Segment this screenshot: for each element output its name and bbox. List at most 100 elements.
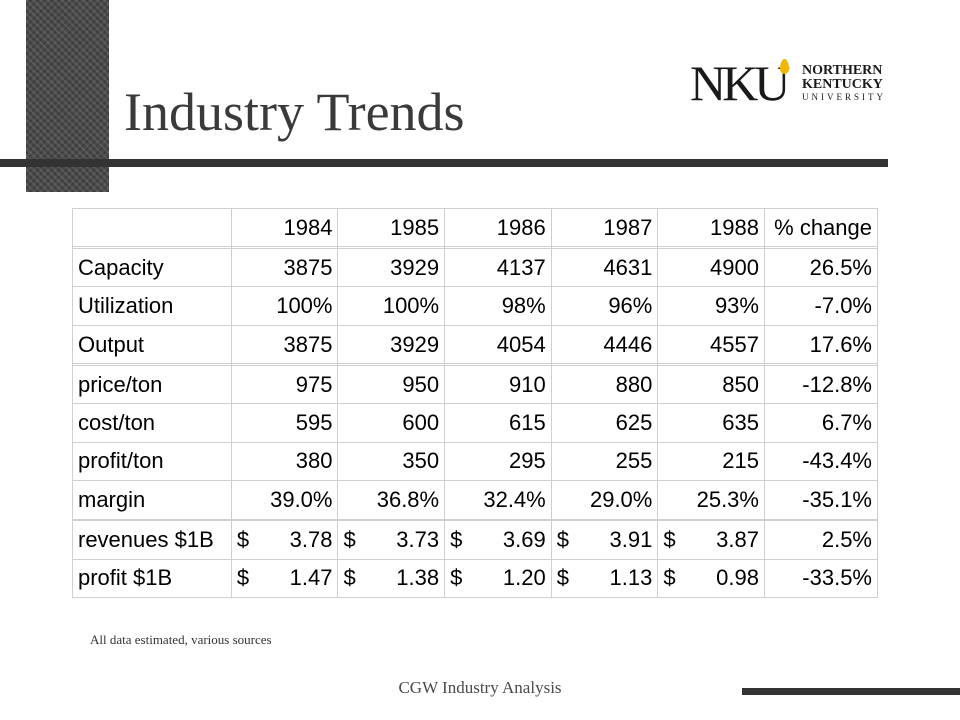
- value-cell: 215: [657, 441, 765, 482]
- currency-amount: 3.73: [396, 526, 440, 552]
- table-row: revenues $1B $3.78 $3.73 $3.69 $3.91 $3.87 2.5…: [72, 520, 879, 560]
- header-cell: 1987: [550, 207, 659, 248]
- currency-value: $3.87: [663, 526, 759, 552]
- value-cell: 98%: [444, 286, 552, 326]
- currency-amount: 3.91: [609, 526, 653, 552]
- table-row: profit/ton 380 350 295 255 215 -43.4%: [72, 441, 879, 482]
- value-cell: 975: [230, 364, 339, 405]
- currency-symbol: $: [343, 565, 356, 591]
- value-cell: 850: [657, 364, 765, 405]
- title-rule: [0, 159, 888, 167]
- value-cell: 635: [657, 403, 765, 443]
- change-cell: 17.6%: [763, 324, 879, 365]
- currency-value: $3.73: [343, 526, 440, 552]
- currency-symbol: $: [450, 526, 463, 552]
- value-cell: 39.0%: [230, 480, 339, 520]
- currency-value: $0.98: [663, 566, 759, 590]
- currency-symbol: $: [236, 565, 250, 591]
- header-blank-cell: [72, 207, 232, 248]
- value-cell: 25.3%: [657, 480, 765, 520]
- currency-value: $3.78: [237, 526, 333, 552]
- logo-line-1: NORTHERN: [802, 63, 883, 78]
- header-cell: 1985: [337, 207, 446, 248]
- header-cell: 1986: [444, 207, 552, 248]
- value-cell: 4631: [550, 247, 659, 288]
- value-cell: 255: [550, 441, 659, 482]
- value-cell: 36.8%: [337, 480, 446, 520]
- header-cell: 1988: [657, 207, 765, 248]
- value-cell: 3929: [337, 324, 446, 365]
- value-cell: $1.47: [230, 558, 339, 599]
- row-label: profit $1B: [72, 558, 232, 599]
- table-row: Capacity 3875 3929 4137 4631 4900 26.5%: [72, 247, 879, 288]
- value-cell: 950: [337, 364, 446, 405]
- row-label: revenues $1B: [72, 520, 232, 560]
- header-cell: % change: [763, 207, 879, 248]
- value-cell: 3875: [230, 247, 339, 288]
- currency-amount: 0.98: [716, 565, 759, 591]
- table-row: Utilization 100% 100% 98% 96% 93% -7.0%: [72, 286, 879, 326]
- value-cell: 100%: [230, 286, 339, 326]
- value-cell: 29.0%: [550, 480, 659, 520]
- currency-value: $1.13: [557, 566, 653, 590]
- slide-title: Industry Trends: [124, 82, 465, 142]
- change-cell: -35.1%: [763, 480, 879, 520]
- value-cell: 295: [444, 441, 552, 482]
- currency-value: $3.69: [450, 526, 546, 552]
- table-header-row: 1984 1985 1986 1987 1988% change: [72, 207, 879, 248]
- currency-amount: 1.20: [502, 565, 546, 591]
- change-cell: -33.5%: [763, 558, 879, 599]
- currency-amount: 3.87: [716, 526, 759, 552]
- value-cell: 4137: [444, 247, 552, 288]
- row-label: margin: [72, 480, 232, 520]
- table-row: profit $1B $1.47 $1.38 $1.20 $1.13 $0.98 -33.5…: [72, 558, 879, 599]
- currency-symbol: $: [556, 526, 569, 552]
- value-cell: $3.69: [444, 520, 552, 560]
- currency-value: $1.20: [450, 566, 546, 590]
- logo-line-3: UNIVERSITY: [802, 92, 886, 102]
- currency-amount: 3.69: [502, 526, 546, 552]
- change-cell: -7.0%: [763, 286, 879, 326]
- logo-mark: NKU: [690, 55, 790, 111]
- currency-symbol: $: [556, 565, 569, 591]
- value-cell: $3.73: [337, 520, 446, 560]
- value-cell: $3.91: [550, 520, 659, 560]
- value-cell: 93%: [657, 286, 765, 326]
- currency-amount: 1.38: [396, 565, 440, 591]
- slide-footer: CGW Industry Analysis: [398, 678, 562, 697]
- value-cell: 3875: [230, 324, 339, 365]
- footer-rule: [742, 688, 960, 695]
- currency-value: $1.47: [237, 566, 333, 590]
- value-cell: $1.38: [337, 558, 446, 599]
- change-cell: -12.8%: [763, 364, 879, 405]
- value-cell: $3.78: [230, 520, 339, 560]
- row-label: Output: [72, 324, 232, 365]
- value-cell: $1.20: [444, 558, 552, 599]
- currency-symbol: $: [663, 565, 676, 591]
- change-cell: 6.7%: [763, 403, 879, 443]
- currency-value: $3.91: [556, 526, 653, 552]
- currency-symbol: $: [663, 526, 676, 552]
- change-cell: 26.5%: [763, 247, 879, 288]
- currency-amount: 3.78: [289, 526, 333, 552]
- change-cell: 2.5%: [763, 520, 879, 560]
- value-cell: 3929: [337, 247, 446, 288]
- table-row: Output 3875 3929 4054 4446 4557 17.6%: [72, 324, 879, 365]
- value-cell: 380: [230, 441, 339, 482]
- table-row: cost/ton 595 600 615 625 635 6.7%: [72, 403, 879, 443]
- table-row: margin 39.0% 36.8% 32.4% 29.0% 25.3% -35.1%: [72, 480, 879, 520]
- value-cell: 600: [337, 403, 446, 443]
- logo-wordmark: NORTHERN KENTUCKY UNIVERSITY: [802, 64, 886, 103]
- value-cell: 4900: [657, 247, 765, 288]
- value-cell: 615: [444, 403, 552, 443]
- value-cell: 4557: [657, 324, 765, 365]
- table-row: price/ton 975 950 910 880 850 -12.8%: [72, 364, 879, 405]
- nku-logo: NKU NORTHERN KENTUCKY UNIVERSITY: [690, 58, 910, 110]
- value-cell: 100%: [337, 286, 446, 326]
- row-label: profit/ton: [72, 441, 232, 482]
- currency-amount: 1.13: [609, 565, 653, 591]
- value-cell: 4054: [444, 324, 552, 365]
- flame-icon: [780, 59, 789, 74]
- header-cell: 1984: [230, 207, 339, 248]
- value-cell: 350: [337, 441, 446, 482]
